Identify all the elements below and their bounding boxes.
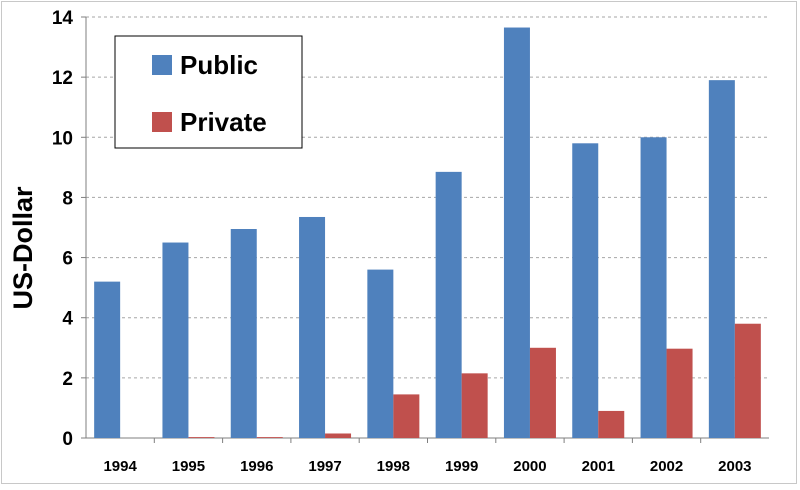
legend-swatch-public — [152, 55, 172, 75]
bar-public-2002 — [640, 137, 667, 439]
x-tick-label: 1997 — [308, 458, 341, 475]
y-tick-label: 10 — [52, 128, 73, 149]
bar-public-1998 — [367, 269, 394, 438]
bar-public-1999 — [435, 171, 462, 438]
bar-public-2001 — [572, 143, 599, 439]
bar-private-2003 — [734, 323, 761, 438]
bar-private-1996 — [256, 437, 283, 438]
tick-labels: 0 2 4 6 8 10 12 14 1994 1995 1996 1997 1998 1999 2000 2… — [52, 8, 752, 475]
legend-label-private: Private — [180, 107, 267, 137]
bar-public-1995 — [162, 242, 189, 438]
x-tick-label: 1998 — [377, 458, 410, 475]
x-tick-label: 1999 — [445, 458, 478, 475]
x-tick-label: 2002 — [650, 458, 683, 475]
x-tick-label: 2001 — [582, 458, 615, 475]
legend-box — [114, 35, 303, 149]
bar-public-2003 — [708, 80, 735, 439]
x-tick-label: 1994 — [103, 458, 137, 475]
y-tick-label: 12 — [52, 68, 73, 89]
legend-label-public: Public — [180, 50, 258, 80]
y-tick-label: 4 — [62, 309, 73, 330]
bar-public-2000 — [503, 27, 530, 439]
bars — [94, 27, 761, 439]
x-tick-label: 2000 — [513, 458, 546, 475]
y-tick-label: 0 — [62, 429, 73, 450]
bar-private-1998 — [393, 394, 420, 438]
x-tick-label: 1995 — [172, 458, 205, 475]
y-tick-label: 8 — [62, 188, 73, 209]
bar-public-1996 — [230, 229, 257, 438]
bar-private-2002 — [666, 348, 693, 438]
x-tick-label: 2003 — [718, 458, 751, 475]
y-tick-label: 2 — [62, 369, 73, 390]
bar-public-1997 — [299, 216, 326, 438]
bar-private-1999 — [461, 373, 488, 438]
bar-private-2000 — [529, 347, 556, 438]
legend: Public Private — [114, 35, 303, 149]
bar-private-2001 — [598, 410, 625, 438]
y-axis-label: US-Dollar — [8, 186, 38, 310]
bar-private-1995 — [188, 437, 215, 438]
bar-public-1994 — [94, 281, 121, 438]
x-tick-label: 1996 — [240, 458, 273, 475]
bar-private-1997 — [325, 433, 352, 438]
y-tick-label: 14 — [52, 8, 74, 29]
y-tick-label: 6 — [62, 249, 73, 270]
legend-swatch-private — [152, 112, 172, 132]
